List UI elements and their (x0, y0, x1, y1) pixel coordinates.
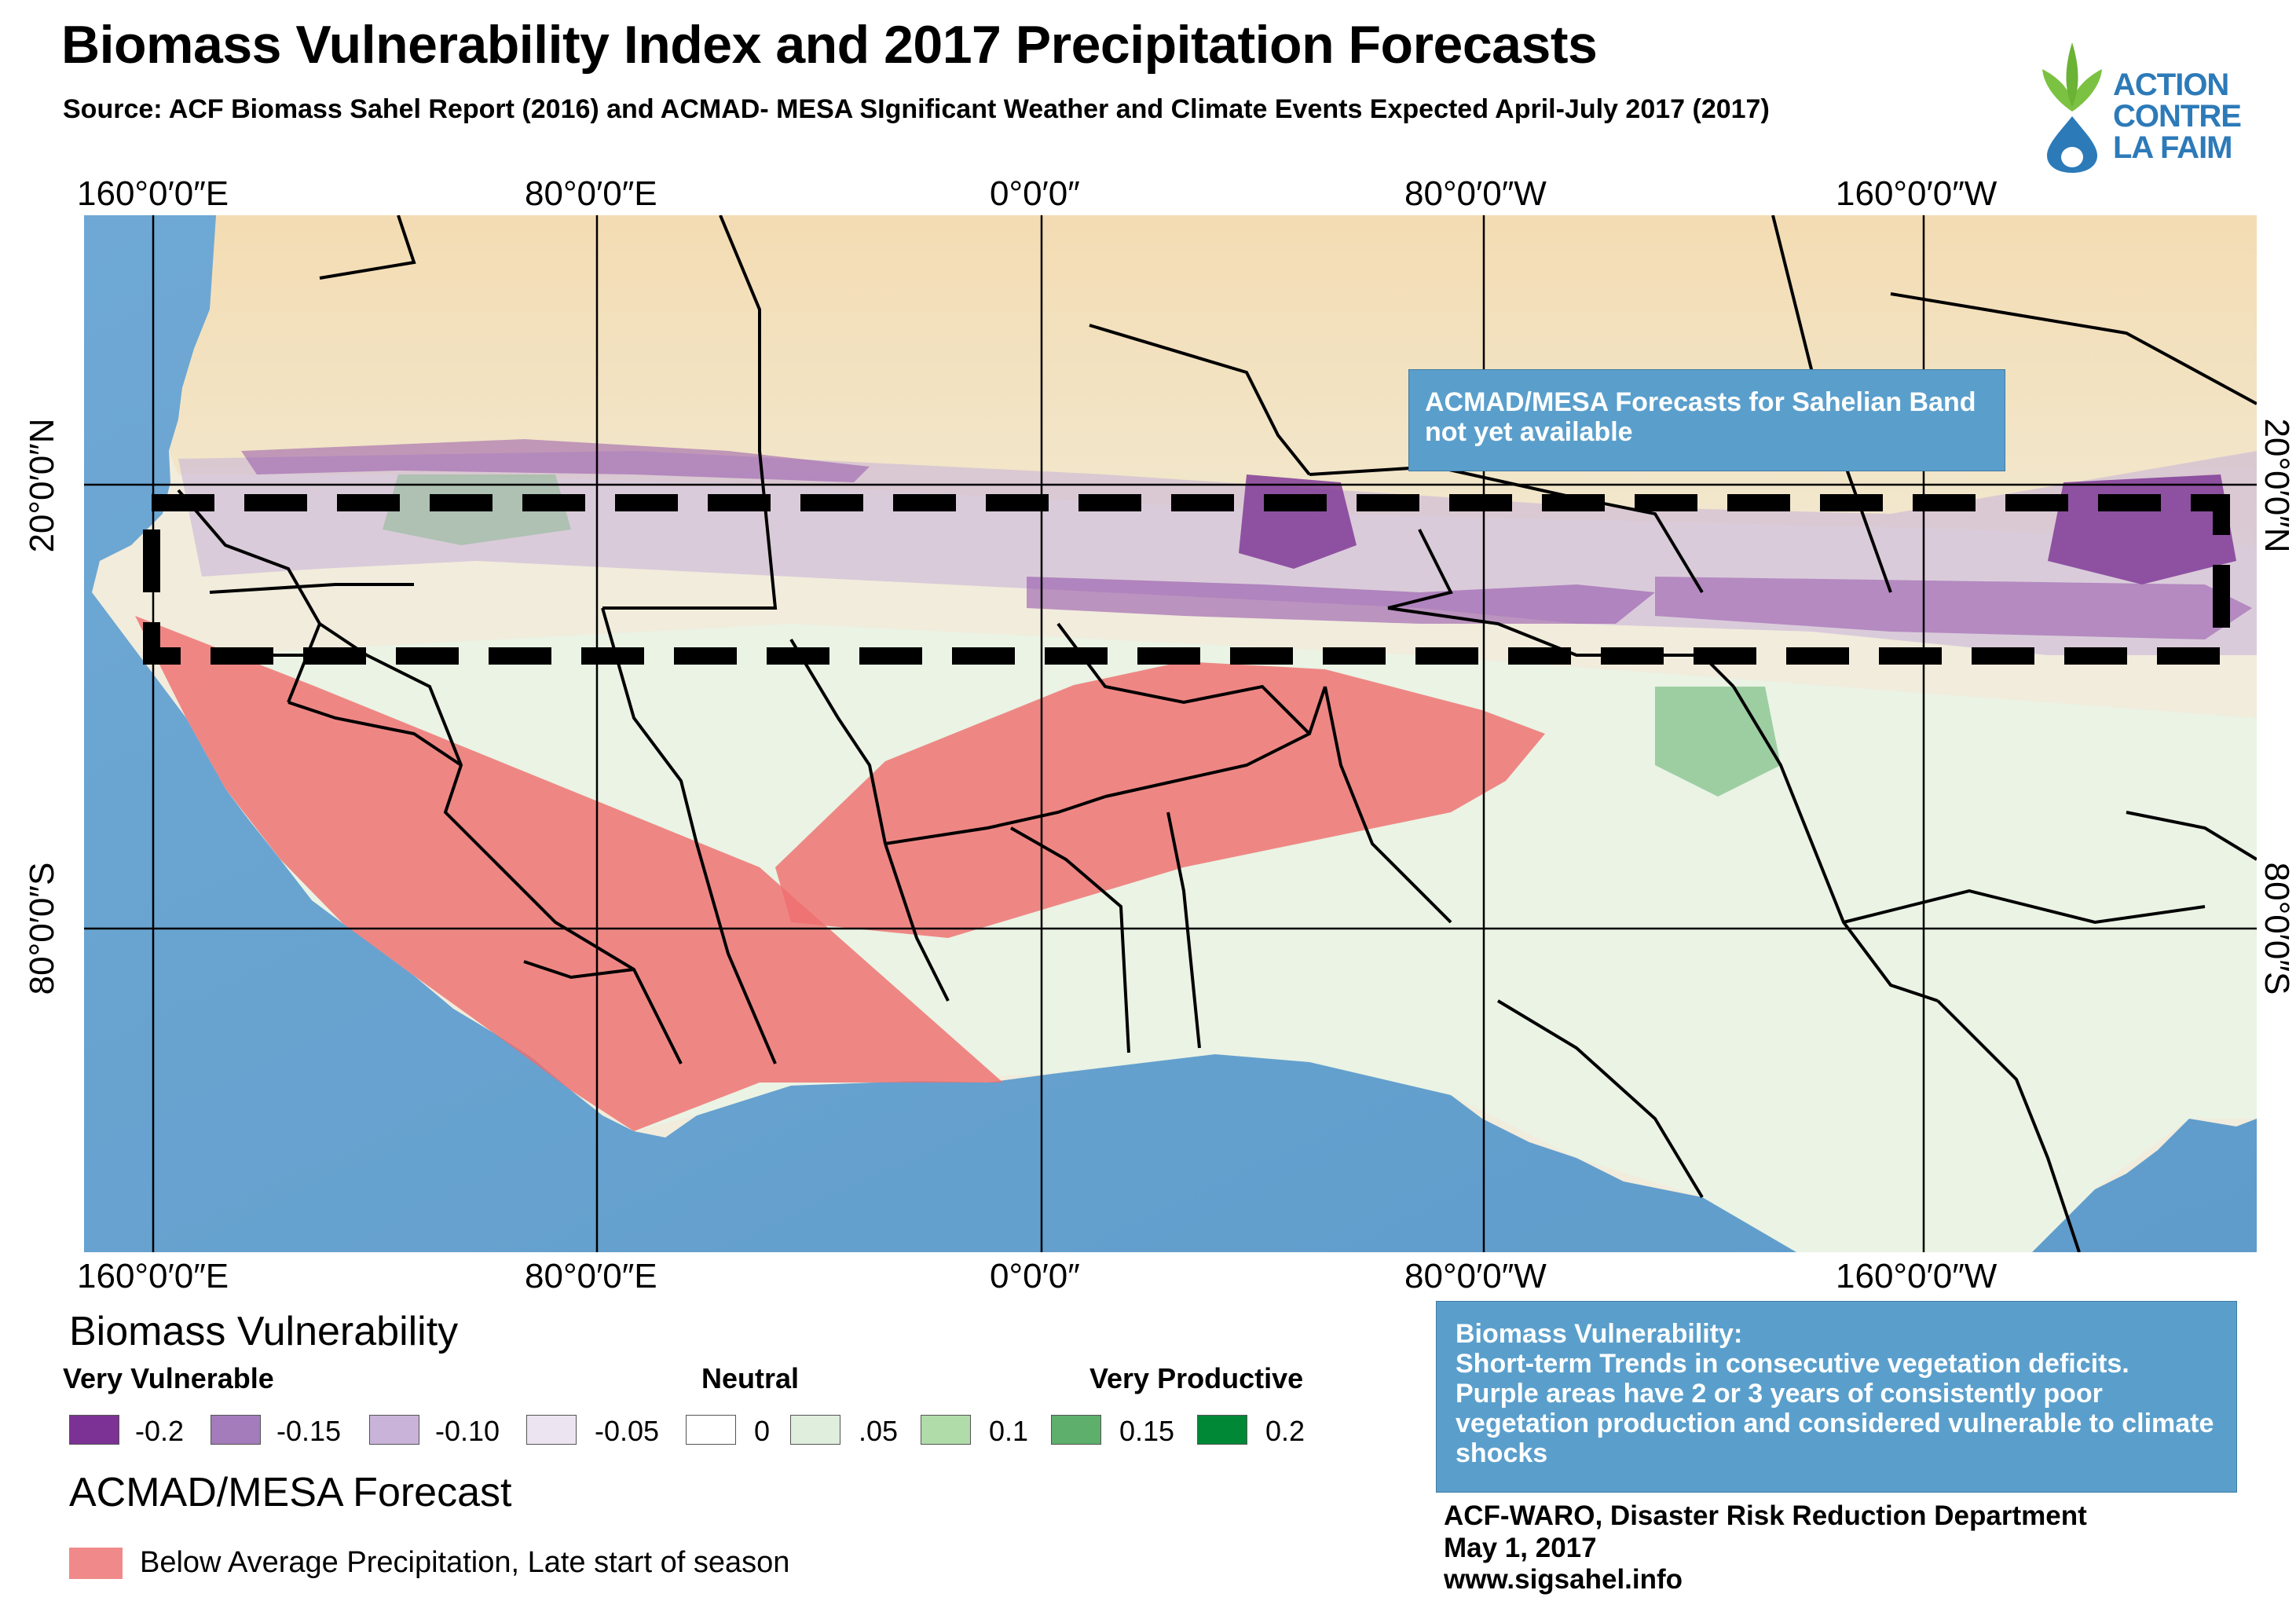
legend-swatch (526, 1415, 577, 1445)
legend-swatch-label: .05 (859, 1415, 899, 1447)
logo-text-line-3: LA FAIM (2113, 130, 2232, 165)
vulnerability-hotspot (241, 439, 870, 482)
forecast-polygon-central (775, 661, 1545, 938)
credits-url[interactable]: www.sigsahel.info (1444, 1564, 1683, 1596)
bottom-coord-label: 80°0′0″E (525, 1257, 657, 1295)
info-box-text: Short-term Trends in consecutive vegetat… (1456, 1349, 2214, 1469)
legend-head-mid: Neutral (701, 1362, 800, 1394)
legend-swatch-label: 0.1 (989, 1415, 1029, 1447)
legend-head-high: Very Productive (1089, 1362, 1304, 1394)
biomass-info-box: Biomass Vulnerability: Short-term Trends… (1436, 1301, 2237, 1493)
forecast-legend-title: ACMAD/MESA Forecast (69, 1470, 512, 1515)
bottom-coord-label: 160°0′0″E (77, 1257, 229, 1295)
bottom-coord-label: 160°0′0″W (1836, 1257, 1998, 1295)
legend-swatch (686, 1415, 736, 1445)
country-borders (177, 215, 2257, 1252)
forecast-legend-swatch (69, 1548, 123, 1579)
top-coord-label: 0°0′0″ (990, 174, 1080, 213)
acf-logo: ACTION CONTRE LA FAIM (2034, 39, 2270, 173)
info-box-heading: Biomass Vulnerability: (1456, 1319, 1743, 1349)
right-coord-label: 80°0′0″S (2258, 862, 2296, 995)
legend-title: Biomass Vulnerability (69, 1309, 459, 1354)
vulnerability-hotspot (2048, 474, 2236, 584)
legend-swatch (1197, 1415, 1247, 1445)
bottom-coord-label: 80°0′0″W (1404, 1257, 1547, 1295)
acf-leaf-drop-icon (2042, 42, 2102, 173)
legend-swatch (790, 1415, 840, 1445)
right-coord-label: 20°0′0″N (2258, 418, 2296, 553)
credits: ACF-WARO, Disaster Risk Reduction Depart… (1444, 1500, 2087, 1596)
left-coord-label: 80°0′0″S (23, 862, 61, 995)
legend-swatch (211, 1415, 261, 1445)
legend-swatch (69, 1415, 119, 1445)
sahelian-forecast-note: ACMAD/MESA Forecasts for Sahelian Band n… (1408, 369, 2005, 471)
map-title: Biomass Vulnerability Index and 2017 Pre… (61, 15, 1598, 75)
legend-swatch-label: -0.10 (435, 1415, 500, 1447)
top-coord-label: 80°0′0″W (1404, 174, 1547, 213)
legend-swatch-label: -0.15 (276, 1415, 342, 1447)
legend-swatch-label: -0.2 (135, 1415, 185, 1447)
vulnerability-hotspot (1655, 577, 2252, 639)
map-subtitle: Source: ACF Biomass Sahel Report (2016) … (63, 94, 1770, 124)
sahelian-band-box (143, 494, 2230, 665)
legend-swatch (921, 1415, 971, 1445)
logo-text-line-2: CONTRE (2113, 99, 2242, 134)
legend-swatch-label: 0.2 (1265, 1415, 1305, 1447)
vulnerability-hotspot (1027, 577, 1655, 624)
credits-date: May 1, 2017 (1444, 1532, 1597, 1563)
forecast-polygon-west (135, 616, 1003, 1131)
top-coord-label: 160°0′0″E (77, 174, 229, 213)
logo-text-line-1: ACTION (2113, 68, 2229, 102)
left-coord-label: 20°0′0″N (23, 418, 61, 553)
forecast-legend-label: Below Average Precipitation, Late start … (140, 1546, 790, 1579)
top-coord-label: 160°0′0″W (1836, 174, 1998, 213)
legend-swatch (369, 1415, 419, 1445)
legend-swatch-label: -0.05 (595, 1415, 660, 1447)
legend-head-low: Very Vulnerable (63, 1362, 274, 1394)
top-coord-label: 80°0′0″E (525, 174, 657, 213)
credits-department: ACF-WARO, Disaster Risk Reduction Depart… (1444, 1500, 2087, 1531)
legend-swatch-label: 0 (754, 1415, 771, 1447)
legend-swatch (1051, 1415, 1101, 1445)
bottom-coord-label: 0°0′0″ (990, 1257, 1080, 1295)
legend-swatch-label: 0.15 (1119, 1415, 1175, 1447)
